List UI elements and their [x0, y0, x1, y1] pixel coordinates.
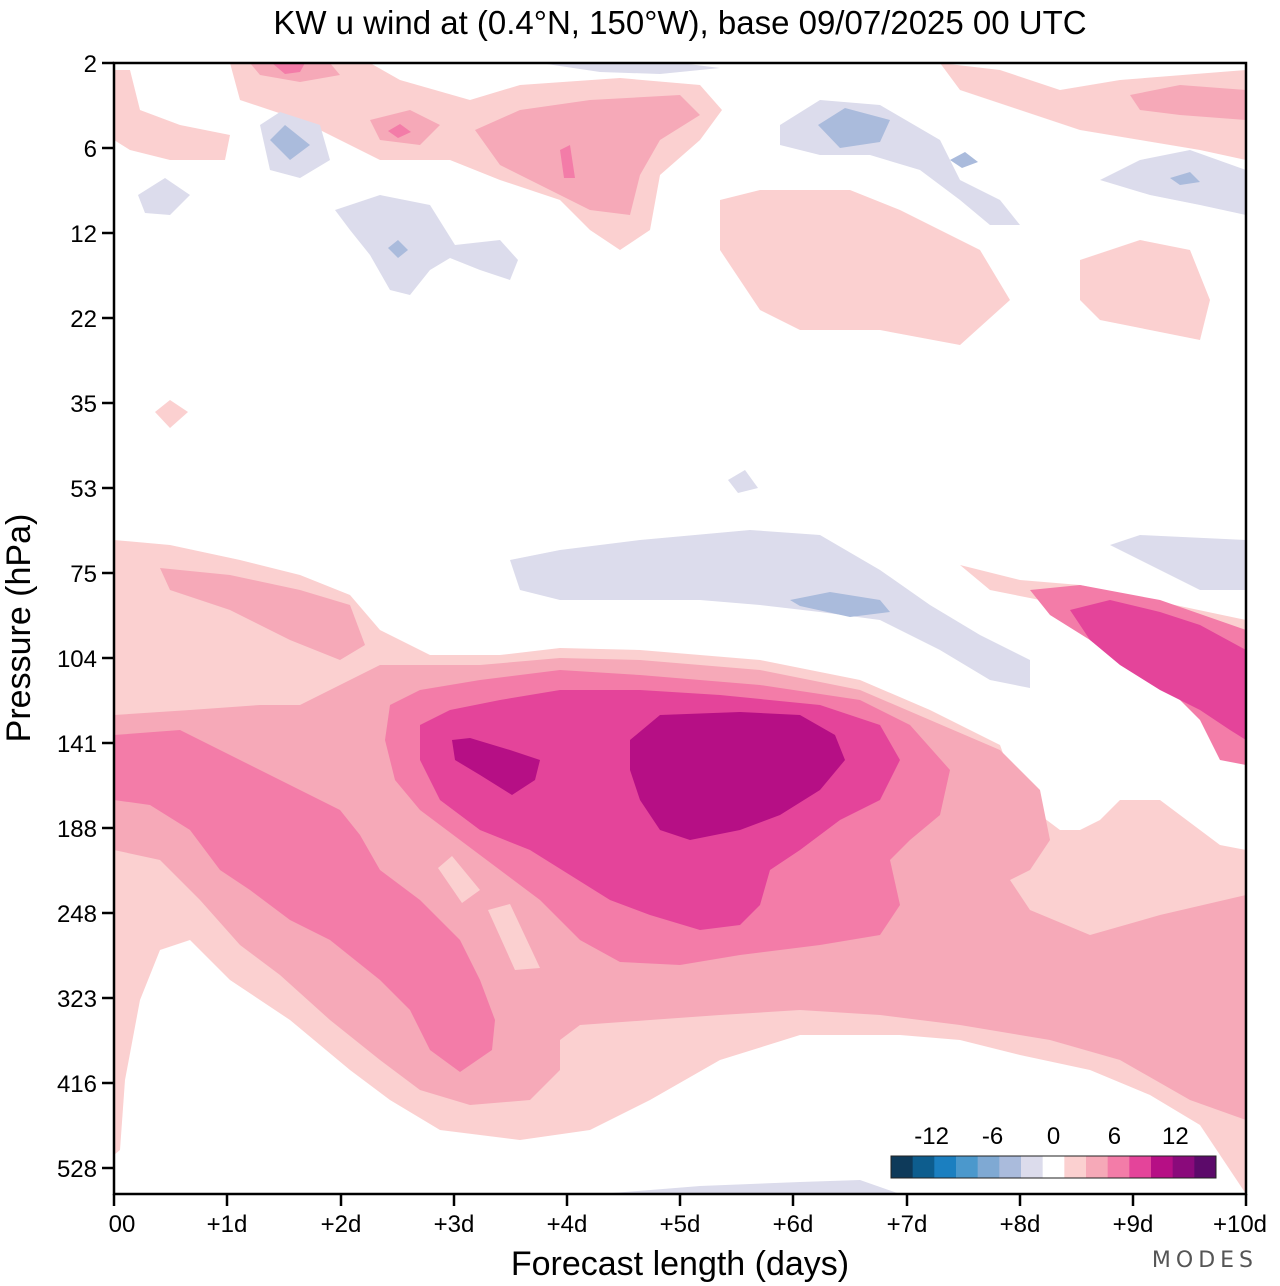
x-axis: [112, 1194, 1248, 1206]
y-tick-label: 323: [57, 986, 97, 1013]
contour-neg-2: [600, 1180, 900, 1194]
contour-pos-8: [1070, 600, 1246, 740]
colorbar-frame: [890, 1155, 1217, 1179]
contour-pos-2: [720, 190, 1010, 345]
x-tick-label: +8d: [1000, 1211, 1041, 1238]
y-tick-labels: 2 6 12 22 35 53 75 104 141 188 248 323 4…: [57, 51, 97, 1183]
colorbar-tick-label: 12: [1162, 1123, 1189, 1150]
colorbar-swatch: [891, 1156, 914, 1178]
contour-neg-2: [1110, 535, 1246, 590]
contour-pos-10: [452, 738, 540, 795]
contour-pos-4: [370, 110, 440, 145]
contour-pos-4: [160, 568, 365, 660]
y-tick-label: 104: [57, 646, 97, 673]
x-axis-label: Forecast length (days): [511, 1245, 849, 1283]
x-tick-label: +7d: [887, 1211, 928, 1238]
y-tick-label: 248: [57, 901, 97, 928]
y-tick-label: 22: [70, 306, 97, 333]
colorbar-swatch: [934, 1156, 957, 1178]
colorbar-tick-label: 6: [1108, 1123, 1121, 1150]
y-axis-label: Pressure (hPa): [0, 514, 38, 743]
contour-pos-4: [475, 95, 700, 215]
contour-neg-4: [950, 152, 978, 168]
colorbar-tick-label: -6: [982, 1123, 1003, 1150]
colorbar: -12 -6 0 6 12: [890, 1123, 1217, 1179]
contour-neg-4: [270, 125, 310, 160]
contour-field: [114, 63, 1246, 1194]
x-tick-label: +10d: [1213, 1211, 1267, 1238]
chart-title: KW u wind at (0.4°N, 150°W), base 09/07/…: [273, 4, 1086, 41]
colorbar-swatch: [956, 1156, 979, 1178]
y-tick-label: 188: [57, 816, 97, 843]
colorbar-swatch: [1021, 1156, 1044, 1178]
contour-neg-2: [335, 195, 518, 295]
colorbar-swatch: [1129, 1156, 1152, 1178]
y-tick-label: 75: [70, 561, 97, 588]
contour-pos-2: [155, 400, 188, 428]
contour-neg-4: [818, 108, 890, 148]
x-tick-label: +3d: [434, 1211, 475, 1238]
contour-pos-2: [438, 856, 480, 903]
contour-neg-2: [540, 63, 720, 74]
x-tick-labels: 00 +1d +2d +3d +4d +5d +6d +7d +8d +9d +…: [109, 1211, 1267, 1238]
y-tick-label: 528: [57, 1156, 97, 1183]
colorbar-swatch: [1107, 1156, 1130, 1178]
colorbar-swatch: [912, 1156, 935, 1178]
contour-neg-4: [790, 592, 890, 617]
colorbar-swatch: [1151, 1156, 1174, 1178]
colorbar-swatch: [1086, 1156, 1109, 1178]
y-tick-label: 12: [70, 221, 97, 248]
contour-neg-2: [728, 470, 758, 493]
colorbar-swatch: [999, 1156, 1022, 1178]
colorbar-swatch: [1064, 1156, 1087, 1178]
colorbar-swatch: [977, 1156, 1000, 1178]
x-tick-label: +1d: [207, 1211, 248, 1238]
contour-pos-10: [1190, 668, 1246, 740]
y-tick-label: 416: [57, 1071, 97, 1098]
contour-pos-2: [1080, 240, 1210, 340]
contour-pos-6: [388, 124, 411, 138]
x-tick-label: +4d: [547, 1211, 588, 1238]
contour-neg-4: [388, 240, 408, 258]
contour-pos-6: [114, 730, 495, 1072]
x-tick-label: +6d: [773, 1211, 814, 1238]
y-axis: [102, 61, 114, 1170]
colorbar-tick-label: 0: [1047, 1123, 1060, 1150]
contour-pos-10: [630, 712, 845, 840]
contour-pos-6: [560, 145, 575, 178]
contour-neg-2: [510, 530, 1030, 688]
colorbar-swatch: [1194, 1156, 1217, 1178]
x-tick-label: +9d: [1113, 1211, 1154, 1238]
contour-neg-2: [1100, 150, 1246, 215]
contour-pos-4: [1130, 85, 1246, 120]
contour-pos-2: [488, 904, 540, 970]
contour-pos-6: [272, 63, 305, 74]
x-tick-label: 00: [109, 1211, 136, 1238]
modes-logo: MODES: [1151, 1248, 1258, 1273]
contour-pos-2: [114, 70, 230, 160]
y-tick-label: 141: [57, 731, 97, 758]
x-tick-label: +2d: [321, 1211, 362, 1238]
contour-neg-2: [138, 178, 190, 215]
y-tick-label: 6: [84, 136, 97, 163]
y-tick-label: 35: [70, 391, 97, 418]
colorbar-tick-label: -12: [914, 1123, 949, 1150]
contour-neg-4: [1170, 172, 1200, 185]
colorbar-swatch: [1172, 1156, 1195, 1178]
colorbar-swatch: [1042, 1156, 1065, 1178]
y-tick-label: 53: [70, 476, 97, 503]
y-tick-label: 2: [84, 51, 97, 78]
x-tick-label: +5d: [660, 1211, 701, 1238]
